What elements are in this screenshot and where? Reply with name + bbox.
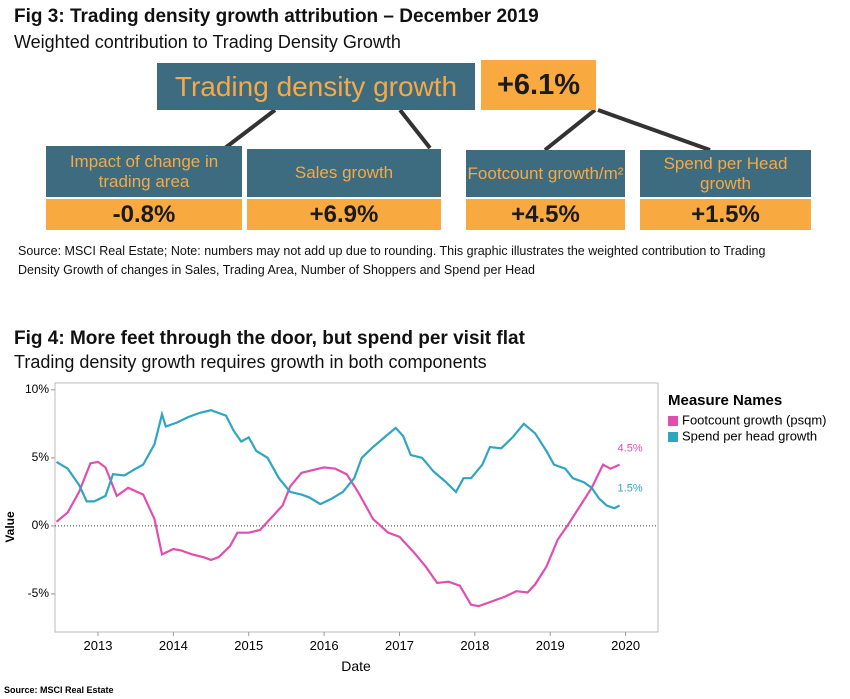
- y-axis-label: Value: [3, 511, 17, 543]
- legend-title: Measure Names: [668, 392, 782, 409]
- connectors: [223, 108, 711, 152]
- y-tick-label: 0%: [32, 518, 50, 532]
- legend-swatch: [668, 416, 678, 426]
- x-tick-label: 2014: [159, 638, 188, 653]
- source: Source: MSCI Real Estate: [4, 685, 114, 695]
- node-value: -0.8%: [46, 199, 242, 230]
- x-tick-label: 2015: [234, 638, 263, 653]
- chart: Value Date Measure Names Source: MSCI Re…: [3, 382, 827, 695]
- y-tick-label: 10%: [25, 382, 49, 396]
- node-label: Footcount growth/m²: [466, 150, 625, 197]
- node-value: +1.5%: [640, 199, 811, 230]
- node-label: Impact of change in trading area: [46, 146, 242, 197]
- x-tick-label: 2017: [385, 638, 414, 653]
- end-label: 4.5%: [618, 443, 643, 455]
- node-value: +4.5%: [466, 199, 625, 230]
- x-tick-label: 2018: [460, 638, 489, 653]
- x-axis-label: Date: [341, 658, 371, 674]
- x-tick-label: 2013: [84, 638, 113, 653]
- legend-label: Footcount growth (psqm): [682, 412, 827, 427]
- y-tick-label: 5%: [32, 450, 50, 464]
- x-tick-label: 2020: [611, 638, 640, 653]
- node-label: Sales growth: [247, 149, 441, 197]
- node-value: +6.9%: [247, 199, 441, 230]
- fig3-title: Fig 3: Trading density growth attributio…: [14, 6, 539, 27]
- x-tick-label: 2016: [310, 638, 339, 653]
- legend-label: Spend per head growth: [682, 428, 817, 443]
- chart-title: Fig 4: More feet through the door, but s…: [14, 328, 525, 349]
- connector: [597, 108, 711, 152]
- plot-frame: [54, 382, 659, 633]
- series-line: [55, 409, 621, 510]
- node-label: Spend per Head growth: [640, 150, 811, 197]
- connector: [543, 108, 597, 152]
- x-tick-label: 2019: [536, 638, 565, 653]
- legend-swatch: [668, 432, 678, 442]
- series-line: [55, 460, 621, 608]
- end-label: 1.5%: [618, 482, 643, 494]
- top-value: +6.1%: [481, 60, 596, 110]
- connector: [223, 108, 277, 150]
- fig3-subtitle: Weighted contribution to Trading Density…: [14, 32, 401, 52]
- chart-subtitle: Trading density growth requires growth i…: [14, 352, 487, 372]
- y-tick-label: -5%: [28, 586, 50, 600]
- top-label: Trading density growth: [157, 63, 475, 110]
- fig3-note: Source: MSCI Real Estate; Note: numbers …: [18, 244, 766, 277]
- connector: [398, 108, 432, 150]
